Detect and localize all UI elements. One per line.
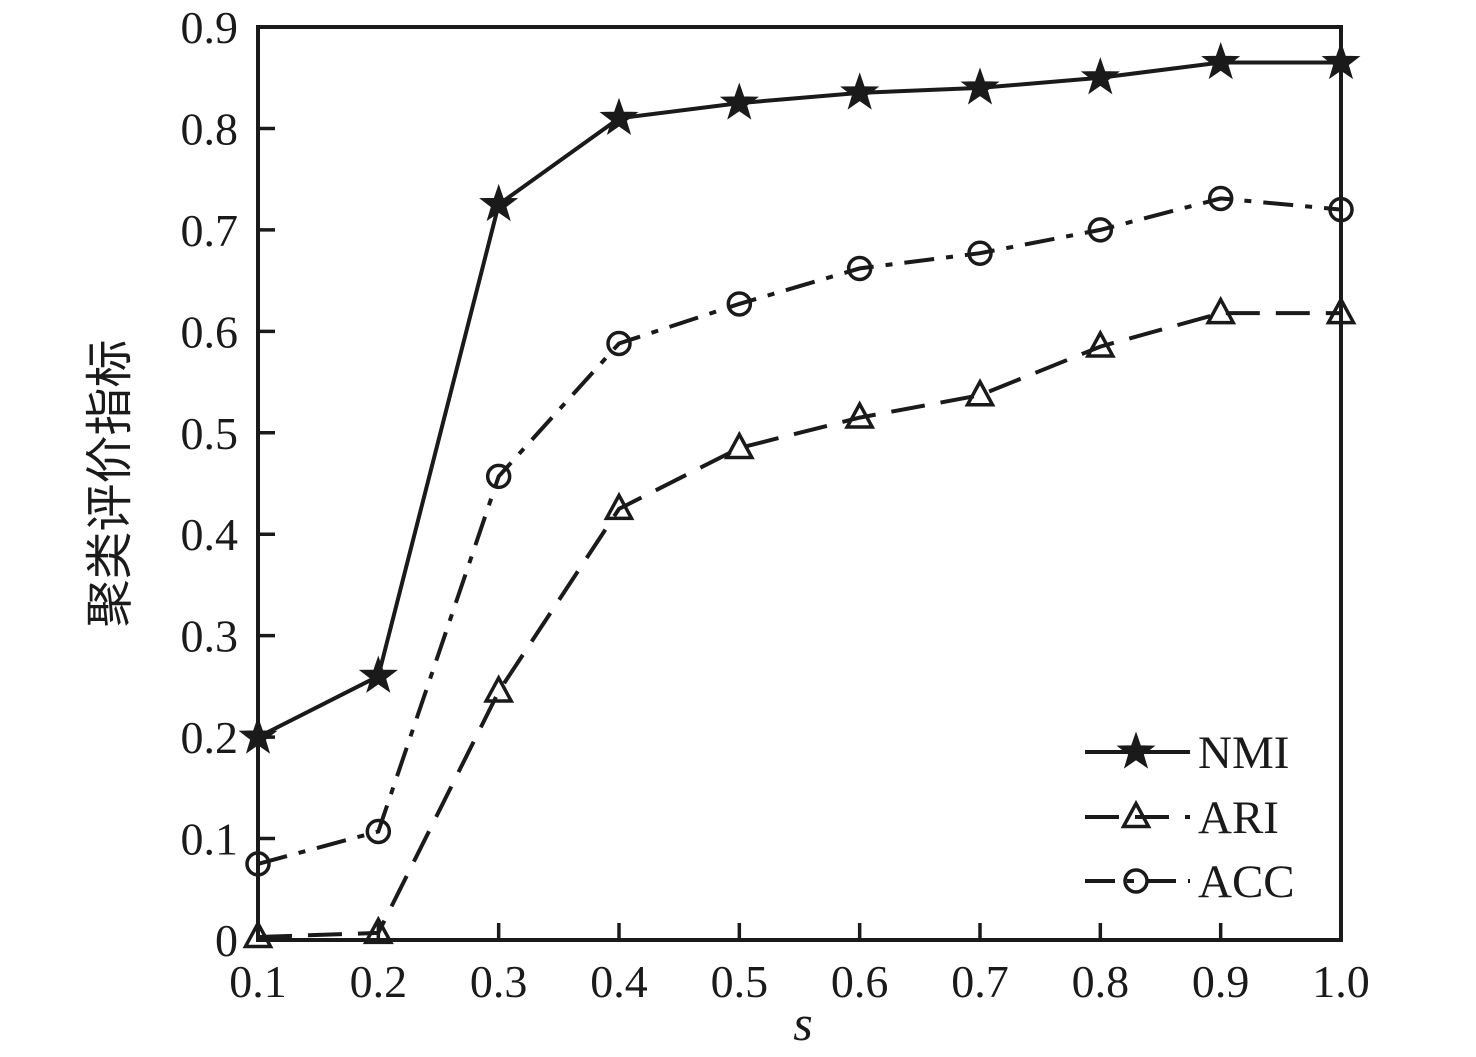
y-tick-label: 0.8 [181, 103, 239, 154]
acc-marker [1328, 196, 1354, 223]
ari-marker [603, 491, 635, 521]
ari-marker [362, 915, 394, 945]
y-tick-label: 0.2 [181, 712, 239, 763]
x-tick-label: 0.8 [1072, 956, 1130, 1007]
legend-item-acc: ACC [1085, 856, 1295, 908]
y-tick-label: 0.9 [181, 2, 239, 53]
legend-item-nmi: NMI [1085, 727, 1289, 779]
x-axis-title: s [793, 995, 812, 1051]
legend-item-ari: ARI [1085, 792, 1279, 844]
ari-marker [844, 400, 876, 429]
acc-marker [485, 463, 512, 490]
legend-triangle-icon [1120, 799, 1152, 829]
nmi-marker [479, 183, 519, 222]
y-tick-label: 0.1 [181, 814, 239, 865]
acc-marker [606, 330, 632, 357]
nmi-marker [1080, 57, 1120, 95]
acc-marker [1207, 185, 1234, 212]
y-tick-label: 0 [215, 915, 238, 966]
nmi-marker [238, 716, 278, 754]
ari-marker [964, 378, 996, 407]
acc-marker [1087, 217, 1114, 243]
ari-marker [242, 919, 274, 949]
x-tick-label: 0.7 [951, 956, 1009, 1007]
y-tick-label: 0.7 [181, 205, 239, 256]
acc-marker [846, 255, 873, 282]
x-tick-label: 0.1 [229, 956, 287, 1007]
x-tick-label: 0.6 [831, 956, 889, 1007]
legend-label: NMI [1198, 727, 1289, 779]
nmi-marker [1321, 41, 1361, 80]
ari-marker [483, 674, 515, 703]
acc-marker [365, 818, 392, 845]
ari-marker [723, 430, 755, 460]
nmi-marker [719, 82, 759, 120]
acc-marker [245, 851, 271, 877]
legend-label: ACC [1198, 856, 1295, 908]
y-tick-label: 0.3 [181, 611, 239, 662]
nmi-marker [358, 655, 398, 693]
x-tick-label: 0.5 [711, 956, 769, 1007]
acc-marker [726, 291, 753, 317]
legend-label: ARI [1198, 792, 1279, 844]
legend-star-icon [1116, 731, 1156, 769]
nmi-marker [599, 97, 639, 135]
acc-marker [967, 240, 993, 266]
y-tick-label: 0.5 [181, 408, 239, 459]
ari-marker [1205, 295, 1237, 325]
y-tick-label: 0.4 [181, 509, 239, 560]
x-tick-label: 0.4 [590, 956, 648, 1007]
x-tick-label: 1.0 [1312, 956, 1370, 1007]
ari-marker [1084, 329, 1116, 358]
legend-circle-icon [1123, 868, 1149, 894]
acc-line [257, 196, 1342, 866]
nmi-marker [840, 72, 880, 110]
legend: NMI ARI ACC [1085, 727, 1295, 908]
nmi-marker [1201, 41, 1241, 80]
ari-marker [1325, 295, 1357, 325]
y-axis-title: 聚类评价指标 [84, 339, 137, 627]
x-tick-label: 0.9 [1192, 956, 1250, 1007]
x-tick-label: 0.2 [350, 956, 408, 1007]
nmi-line [257, 60, 1341, 739]
nmi-marker [960, 67, 1000, 105]
y-tick-label: 0.6 [181, 306, 239, 357]
x-tick-label: 0.3 [470, 956, 528, 1007]
plot-border [256, 25, 1343, 942]
ari-line [257, 311, 1341, 939]
